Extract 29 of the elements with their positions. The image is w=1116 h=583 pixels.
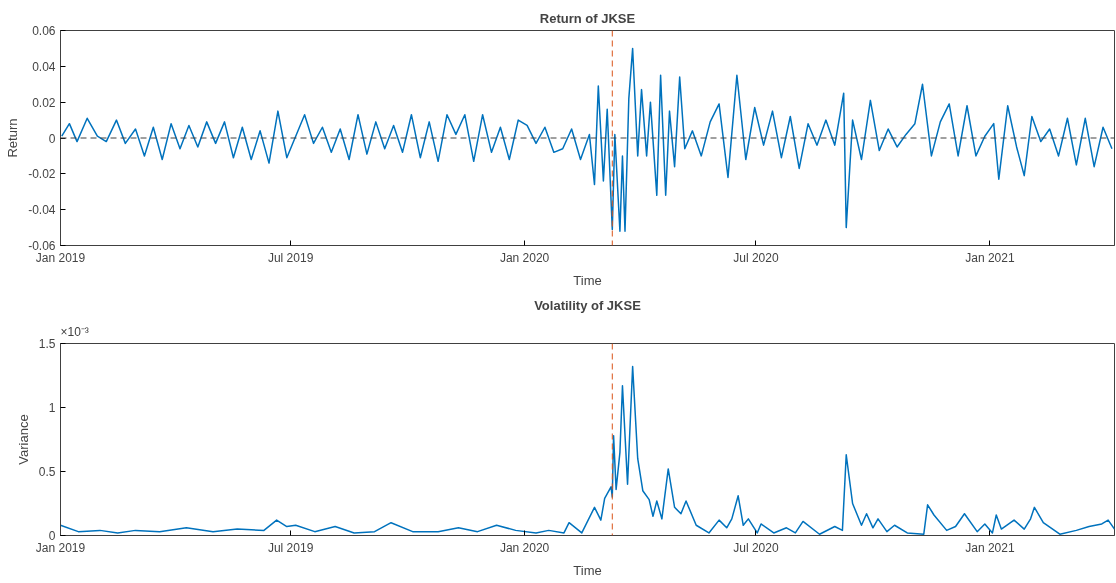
line-series	[61, 47, 1113, 232]
x-axis-title: Time	[573, 272, 602, 288]
x-tick-label: Jan 2019	[35, 540, 86, 555]
x-tick-label: Jan 2021	[965, 540, 1015, 555]
y-tick-label: 0.04	[32, 59, 56, 74]
y-tick-label: 1	[48, 401, 56, 415]
y-tick-label: 0.02	[32, 95, 56, 110]
chart-title: Volatility of JKSE	[534, 297, 642, 313]
x-tick-label: Jul 2020	[733, 250, 779, 265]
y-tick-label: 1.5	[38, 337, 56, 351]
y-tick-label: 0.5	[38, 465, 56, 479]
y-tick-label: -0.06	[28, 239, 56, 253]
y-tick-label: -0.02	[28, 167, 56, 182]
y-tick-label: 0.06	[32, 24, 56, 38]
y-tick-label: 0	[48, 529, 56, 543]
y-tick-label: -0.04	[28, 203, 56, 218]
x-tick-label: Jul 2019	[267, 540, 314, 555]
y-tick-label: 0	[48, 131, 56, 146]
x-tick-label: Jan 2020	[499, 540, 550, 555]
x-tick-label: Jan 2021	[965, 250, 1015, 265]
text: ×10⁻³	[60, 324, 89, 339]
x-tick-label: Jan 2019	[35, 250, 86, 265]
x-axis-title: Time	[573, 562, 602, 578]
y-axis-title: Variance	[15, 414, 31, 465]
y-axis-title: Return	[5, 118, 21, 158]
x-tick-label: Jul 2020	[733, 540, 779, 555]
x-tick-label: Jan 2020	[499, 250, 550, 265]
chart-title: Return of JKSE	[539, 10, 636, 26]
x-tick-label: Jul 2019	[267, 250, 314, 265]
